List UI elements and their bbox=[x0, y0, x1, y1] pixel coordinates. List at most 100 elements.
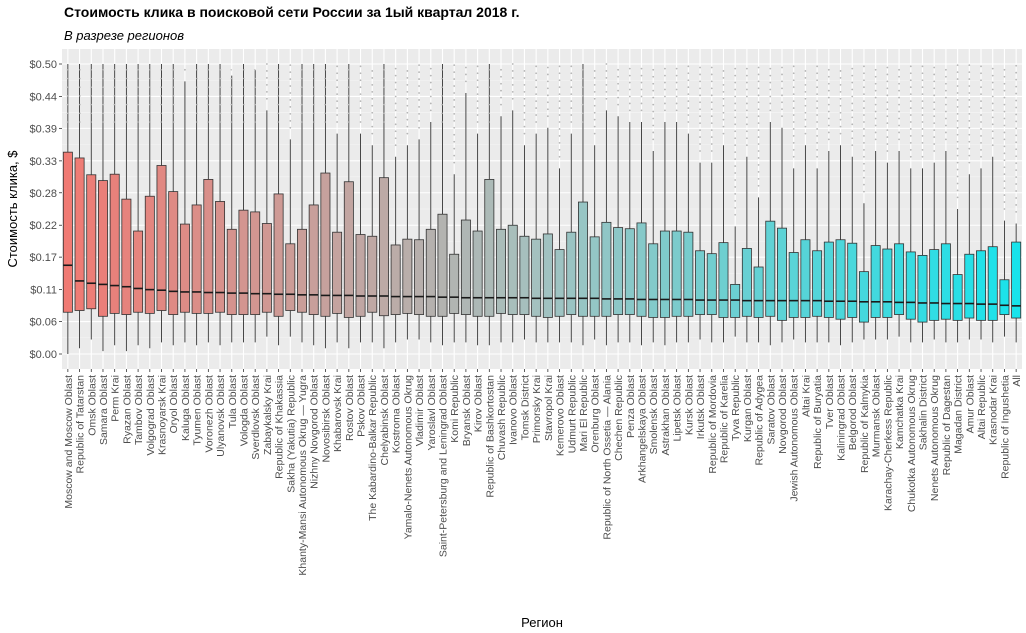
outlier-point bbox=[745, 95, 748, 98]
outlier-point bbox=[511, 83, 514, 86]
outlier-point bbox=[757, 157, 760, 159]
outlier-point bbox=[699, 101, 701, 104]
outlier-point bbox=[816, 79, 819, 82]
outlier-point bbox=[617, 82, 619, 85]
outlier-point bbox=[851, 116, 854, 119]
outlier-point bbox=[394, 74, 397, 77]
outlier-point bbox=[640, 74, 643, 77]
box-56 bbox=[706, 253, 717, 315]
box-31 bbox=[414, 239, 425, 315]
outlier-point bbox=[991, 81, 994, 84]
box-12 bbox=[191, 204, 202, 314]
outlier-point bbox=[406, 97, 409, 100]
outlier-point bbox=[558, 93, 561, 96]
x-tick-label: Novgorod Oblast bbox=[777, 375, 789, 454]
outlier-point bbox=[523, 97, 526, 100]
outlier-point bbox=[792, 135, 795, 137]
outlier-point bbox=[289, 92, 292, 94]
outlier-point bbox=[172, 103, 175, 106]
outlier-point bbox=[535, 65, 538, 68]
outlier-point bbox=[89, 112, 92, 115]
outlier-point bbox=[511, 90, 514, 93]
outlier-point bbox=[265, 70, 268, 72]
outlier-point bbox=[804, 97, 807, 100]
outlier-point bbox=[149, 77, 152, 80]
outlier-point bbox=[710, 101, 713, 104]
outlier-point bbox=[921, 86, 924, 89]
outlier-point bbox=[945, 68, 947, 71]
outlier-point bbox=[347, 112, 350, 115]
x-tick-label: Kurgan Oblast bbox=[742, 375, 754, 442]
outlier-point bbox=[324, 103, 326, 106]
outlier-point bbox=[945, 103, 947, 106]
outlier-point bbox=[699, 73, 701, 76]
outlier-point bbox=[89, 95, 92, 97]
outlier-point bbox=[406, 70, 409, 72]
outlier-point bbox=[909, 148, 912, 151]
outlier-point bbox=[172, 95, 175, 97]
outlier-point bbox=[804, 118, 807, 121]
outlier-point bbox=[324, 77, 326, 80]
box-40 bbox=[519, 235, 530, 315]
outlier-point bbox=[558, 79, 561, 82]
box-38 bbox=[496, 228, 506, 314]
outlier-point bbox=[394, 102, 397, 105]
outlier-point bbox=[593, 77, 596, 79]
outlier-point bbox=[886, 80, 889, 83]
outlier-point bbox=[289, 99, 292, 101]
outlier-point bbox=[113, 112, 115, 115]
outlier-point bbox=[371, 104, 374, 107]
outlier-point bbox=[207, 95, 209, 97]
outlier-point bbox=[933, 150, 936, 152]
outlier-point bbox=[418, 119, 420, 122]
outlier-point bbox=[371, 83, 374, 86]
outlier-point bbox=[769, 88, 772, 91]
outlier-point bbox=[851, 95, 854, 98]
outlier-point bbox=[781, 101, 783, 104]
outlier-point bbox=[675, 67, 678, 70]
outlier-point bbox=[827, 82, 830, 85]
outlier-point bbox=[734, 206, 737, 209]
outlier-point bbox=[523, 83, 526, 86]
outlier-point bbox=[593, 104, 596, 107]
x-tick-label: Kostroma Oblast bbox=[391, 375, 403, 453]
x-tick-label: Yaroslavl Oblast bbox=[426, 375, 438, 451]
outlier-point bbox=[488, 112, 490, 115]
box-44 bbox=[566, 231, 577, 315]
outlier-point bbox=[546, 73, 549, 76]
outlier-point bbox=[980, 121, 982, 123]
outlier-point bbox=[792, 148, 795, 151]
outlier-point bbox=[149, 121, 152, 123]
outlier-point bbox=[253, 112, 256, 115]
outlier-point bbox=[102, 77, 105, 80]
outlier-point bbox=[465, 66, 467, 69]
outlier-point bbox=[734, 186, 737, 188]
outlier-point bbox=[945, 138, 947, 141]
outlier-point bbox=[991, 88, 994, 91]
outlier-point bbox=[136, 69, 139, 71]
outlier-point bbox=[593, 83, 596, 86]
outlier-point bbox=[956, 140, 959, 143]
outlier-point bbox=[792, 114, 795, 116]
outlier-point bbox=[488, 121, 490, 123]
y-tick-label: $0.22 bbox=[29, 220, 57, 232]
outlier-point bbox=[79, 112, 81, 115]
outlier-point bbox=[675, 81, 678, 84]
outlier-point bbox=[781, 80, 783, 83]
y-axis-title: Стоимость клика, $ bbox=[5, 150, 20, 268]
outlier-point bbox=[219, 121, 222, 123]
outlier-point bbox=[968, 126, 971, 129]
outlier-point bbox=[383, 103, 386, 106]
outlier-point bbox=[827, 138, 830, 141]
outlier-point bbox=[277, 77, 279, 80]
outlier-point bbox=[874, 96, 877, 99]
outlier-point bbox=[500, 103, 502, 106]
outlier-point bbox=[956, 196, 959, 199]
outlier-point bbox=[196, 86, 198, 88]
outlier-point bbox=[371, 125, 374, 128]
outlier-point bbox=[699, 66, 701, 69]
outlier-point bbox=[757, 164, 760, 166]
outlier-point bbox=[126, 121, 128, 123]
outlier-point bbox=[921, 128, 924, 130]
box-63 bbox=[788, 252, 799, 318]
